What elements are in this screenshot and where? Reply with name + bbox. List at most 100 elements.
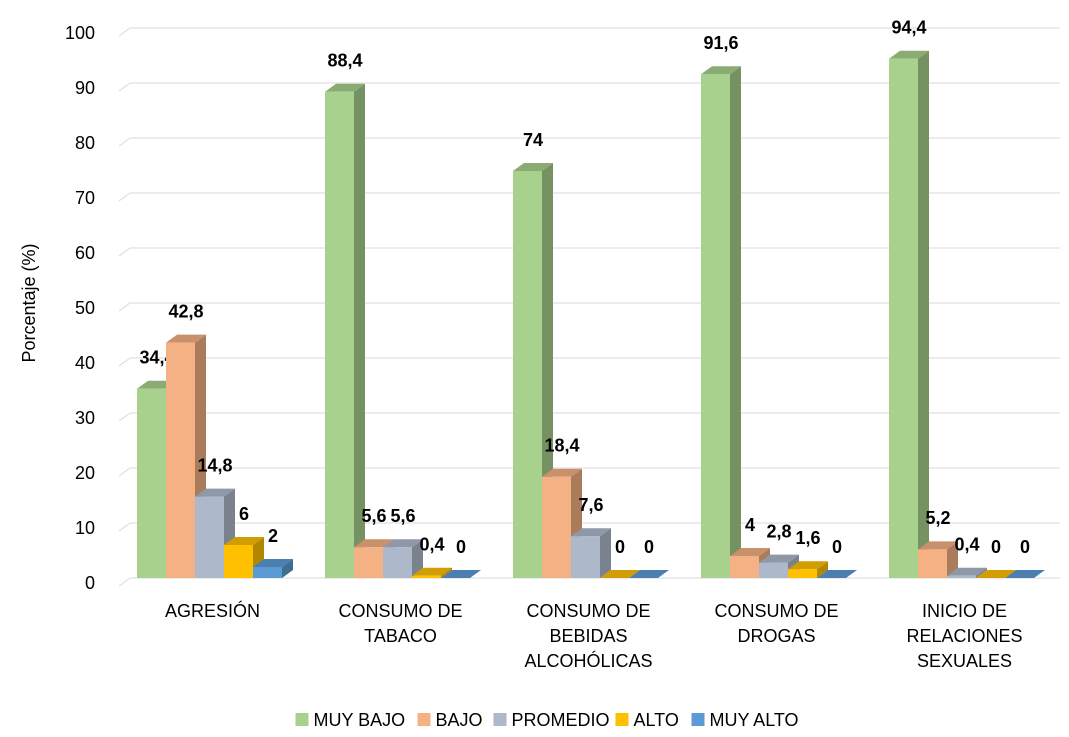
grid-line-depth — [118, 137, 131, 147]
grid-line-depth — [118, 522, 131, 532]
value-label: 5,2 — [925, 508, 950, 528]
bar — [354, 547, 383, 578]
y-axis-label: Porcentaje (%) — [19, 243, 39, 362]
bar-side — [947, 541, 958, 578]
x-tick-label: RELACIONES — [906, 626, 1022, 646]
value-label: 18,4 — [544, 436, 579, 456]
bar-top — [571, 528, 611, 537]
bar — [788, 569, 817, 578]
bar-top — [542, 468, 582, 477]
value-label: 0 — [456, 537, 466, 557]
y-tick-label: 70 — [75, 188, 95, 208]
value-label: 74 — [523, 130, 543, 150]
y-tick-label: 30 — [75, 408, 95, 428]
bar-top — [817, 570, 857, 578]
grid-line-depth — [118, 247, 131, 257]
y-tick-label: 90 — [75, 78, 95, 98]
grid-line-depth — [118, 577, 131, 587]
bar-side — [918, 50, 929, 579]
x-tick-label: TABACO — [364, 626, 437, 646]
legend-label: MUY BAJO — [314, 710, 406, 730]
x-tick-label: SEXUALES — [917, 651, 1012, 671]
value-label: 0 — [832, 537, 842, 557]
value-label: 0 — [1020, 537, 1030, 557]
bar-top — [889, 50, 929, 59]
bar — [542, 476, 571, 578]
grid-line-depth — [118, 467, 131, 477]
legend-label: MUY ALTO — [710, 710, 799, 730]
bar — [195, 496, 224, 578]
bar — [224, 545, 253, 578]
value-label: 94,4 — [891, 18, 926, 38]
bar — [730, 556, 759, 578]
legend-swatch — [295, 713, 309, 726]
bar-top — [629, 570, 669, 578]
bar-top — [730, 548, 770, 556]
grid-line-depth — [118, 27, 131, 37]
value-label: 0,4 — [419, 535, 444, 555]
legend-label: ALTO — [634, 710, 679, 730]
bar-side — [441, 567, 452, 578]
bar — [513, 171, 542, 578]
bar-side — [282, 559, 293, 578]
bar-top — [701, 66, 741, 75]
bar — [325, 91, 354, 579]
bar — [137, 388, 166, 578]
legend-swatch — [691, 713, 705, 726]
y-tick-label: 100 — [65, 23, 95, 43]
bar — [701, 74, 730, 578]
bar — [166, 342, 195, 578]
bar-top — [513, 163, 553, 171]
value-label: 42,8 — [168, 301, 203, 321]
grid-line-depth — [118, 412, 131, 422]
x-tick-label: BEBIDAS — [549, 626, 627, 646]
y-tick-label: 80 — [75, 133, 95, 153]
bar-top — [412, 567, 452, 576]
value-label: 6 — [239, 504, 249, 524]
value-label: 4 — [745, 515, 755, 535]
value-label: 88,4 — [327, 51, 362, 71]
bar-side — [600, 528, 611, 578]
bar — [412, 575, 441, 578]
value-label: 0,4 — [954, 535, 979, 555]
value-label: 14,8 — [197, 455, 232, 475]
bar-top — [918, 541, 958, 550]
legend-swatch — [417, 713, 431, 726]
value-label: 34,4 — [139, 348, 174, 368]
legend-label: BAJO — [436, 710, 483, 730]
bar-side — [354, 83, 365, 579]
y-tick-label: 10 — [75, 518, 95, 538]
value-label: 5,6 — [361, 506, 386, 526]
y-tick-label: 60 — [75, 243, 95, 263]
bar-top — [166, 334, 206, 343]
bar-top — [253, 559, 293, 567]
bar — [571, 536, 600, 578]
grid-line-depth — [118, 192, 131, 202]
legend-swatch — [493, 713, 507, 726]
value-label: 1,6 — [795, 528, 820, 548]
bar-top — [1005, 570, 1045, 578]
bar-top — [788, 561, 828, 570]
grid-line-depth — [118, 357, 131, 367]
value-label: 91,6 — [703, 33, 738, 53]
x-tick-label: ALCOHÓLICAS — [524, 650, 652, 671]
bar — [918, 549, 947, 578]
bar — [253, 567, 282, 578]
value-label: 0 — [991, 537, 1001, 557]
bar — [947, 575, 976, 578]
bar — [383, 547, 412, 578]
grid-line-depth — [118, 302, 131, 312]
y-tick-label: 0 — [85, 573, 95, 593]
x-tick-label: INICIO DE — [922, 601, 1007, 621]
value-label: 5,6 — [390, 506, 415, 526]
bar-side — [412, 539, 423, 578]
y-tick-label: 20 — [75, 463, 95, 483]
x-tick-label: CONSUMO DE — [338, 601, 462, 621]
value-label: 2 — [268, 526, 278, 546]
x-tick-label: CONSUMO DE — [714, 601, 838, 621]
bar-top — [354, 539, 394, 548]
bar — [759, 562, 788, 578]
bar-top — [600, 570, 640, 578]
bar-top — [947, 567, 987, 576]
